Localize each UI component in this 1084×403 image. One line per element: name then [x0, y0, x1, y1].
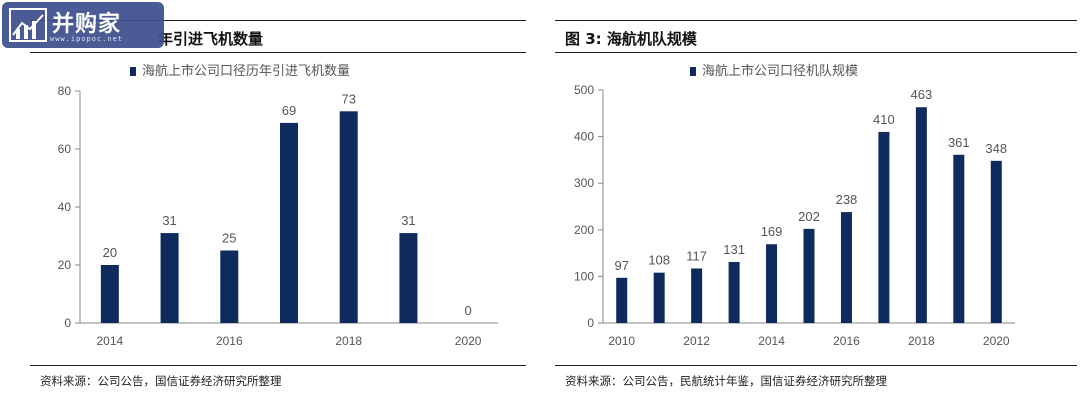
x-tick-label: 2018	[908, 334, 935, 348]
watermark-logo: 并购家 www.ipopoc.net	[2, 2, 164, 48]
x-tick-label: 2016	[833, 334, 860, 348]
y-tick-label: 400	[574, 130, 594, 144]
data-label: 25	[222, 231, 236, 246]
y-tick-label: 300	[574, 176, 594, 190]
bar	[616, 277, 628, 323]
y-tick-label: 0	[587, 316, 594, 330]
legend-swatch	[130, 67, 136, 76]
data-label: 131	[723, 242, 745, 257]
left-source-note: 资料来源：公司公告，国信证券经济研究所整理	[40, 374, 282, 388]
data-label: 348	[985, 141, 1007, 156]
bar	[990, 160, 1002, 323]
data-label: 202	[798, 209, 820, 224]
y-tick-label: 500	[574, 83, 594, 97]
x-tick-label: 2012	[683, 334, 710, 348]
bar	[803, 228, 815, 323]
data-label: 463	[911, 87, 933, 102]
right-source-note: 资料来源：公司公告，民航统计年鉴，国信证券经济研究所整理	[565, 374, 887, 388]
x-tick-label: 2016	[216, 334, 243, 348]
bar	[953, 154, 965, 323]
data-label: 20	[103, 245, 117, 260]
legend-swatch	[690, 67, 696, 76]
data-label: 169	[761, 224, 783, 239]
data-label: 69	[282, 103, 296, 118]
x-tick-label: 2020	[455, 334, 482, 348]
bar	[220, 250, 239, 323]
y-tick-label: 60	[58, 142, 72, 156]
bar	[399, 233, 418, 323]
bar	[691, 268, 703, 323]
y-tick-label: 100	[574, 269, 594, 283]
data-label: 97	[614, 258, 628, 273]
x-tick-label: 2014	[758, 334, 785, 348]
watermark-brand: 并购家	[52, 12, 122, 37]
x-tick-label: 2020	[983, 334, 1010, 348]
data-label: 31	[162, 213, 176, 228]
left-bar-chart: 海航上市公司口径历年引进飞机数量 0 20 40 60 80 20 31 25 69 73 31 0 20…	[58, 63, 498, 348]
left-chart-title: 年引进飞机数量	[158, 30, 264, 48]
y-tick-label: 200	[574, 223, 594, 237]
bar	[280, 122, 298, 324]
data-label: 0	[465, 303, 472, 318]
y-tick-label: 80	[58, 84, 72, 98]
data-label: 117	[686, 248, 707, 263]
building-chart-icon	[9, 8, 47, 42]
x-tick-label: 2014	[97, 334, 124, 348]
data-label: 73	[341, 91, 355, 106]
bar	[766, 244, 778, 323]
data-label: 31	[401, 213, 415, 228]
legend-label: 海航上市公司口径机队规模	[702, 63, 858, 78]
y-tick-label: 40	[58, 200, 72, 214]
bottom-rule	[555, 365, 1077, 366]
right-bar-chart: 海航上市公司口径机队规模 0 100 200 300 400 500 97 108 117 131 1…	[574, 63, 1015, 348]
y-tick-label: 0	[64, 316, 71, 330]
bar	[728, 261, 740, 323]
data-label: 361	[948, 135, 970, 150]
watermark-url: www.ipopoc.net	[50, 35, 124, 43]
y-tick-label: 20	[58, 258, 72, 272]
x-tick-label: 2018	[335, 334, 362, 348]
bar	[878, 131, 890, 323]
title-rule	[30, 52, 526, 53]
right-chart-title: 图 3: 海航机队规模	[565, 30, 697, 48]
left-chart-panel: 年引进飞机数量 海航上市公司口径历年引进飞机数量 0 20 40 60 80 20 31 25 6…	[0, 0, 540, 403]
data-label: 238	[836, 192, 858, 207]
bar	[653, 272, 665, 323]
bottom-rule	[30, 365, 526, 366]
bar	[840, 212, 852, 323]
data-label: 108	[648, 253, 670, 268]
bar	[915, 107, 927, 323]
bar	[339, 111, 358, 323]
bar	[160, 233, 179, 323]
bar	[100, 265, 119, 323]
legend-label: 海航上市公司口径历年引进飞机数量	[142, 63, 350, 78]
data-label: 410	[873, 112, 895, 127]
right-chart-panel: 图 3: 海航机队规模 海航上市公司口径机队规模 0 100 200 300 400 500…	[545, 0, 1084, 403]
title-rule	[555, 52, 1077, 53]
x-tick-label: 2010	[608, 334, 635, 348]
top-rule	[30, 20, 526, 21]
top-rule	[555, 20, 1077, 21]
